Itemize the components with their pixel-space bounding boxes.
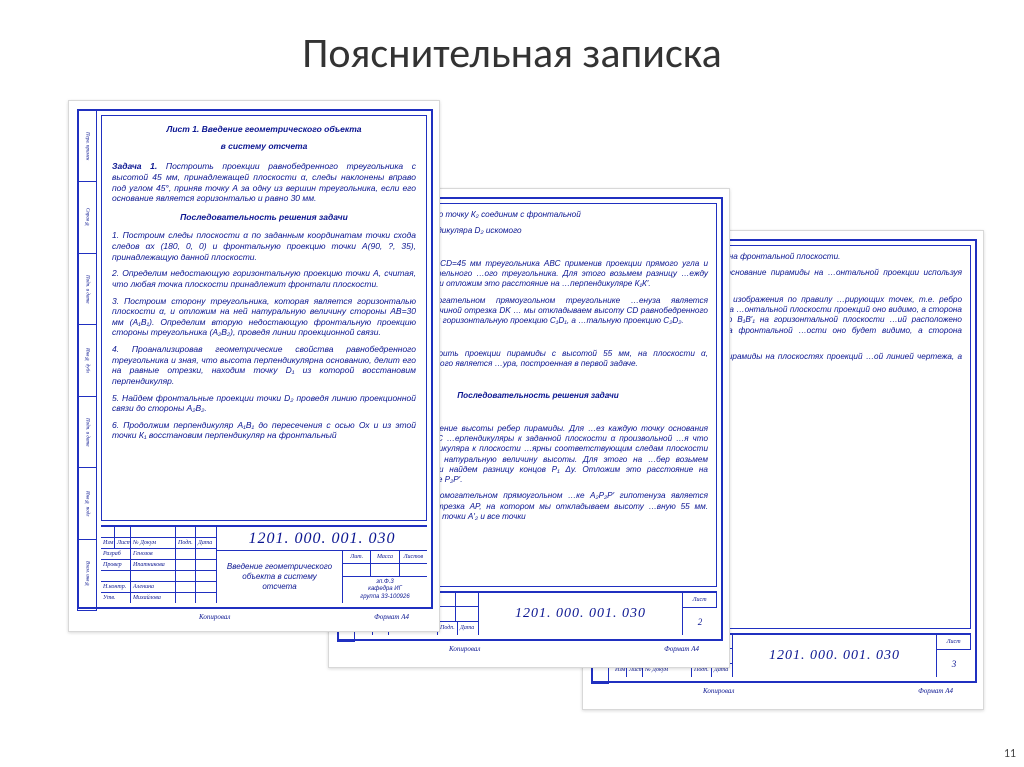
s1-doc-title3: отсчета — [262, 582, 296, 592]
s1-seq-heading: Последовательность решения задачи — [112, 212, 416, 223]
s3-copy: Копировал — [703, 687, 734, 695]
s1-step: 6. Продолжим перпендикуляр А₁В₁ до перес… — [112, 420, 416, 441]
page-number: 11 — [1004, 747, 1016, 761]
s1-doc-title1: Введение геометрического — [227, 562, 332, 572]
sheet-stack: …его основания пирамиды на фронтальной п… — [0, 100, 1024, 760]
s2-code: 1201. 000. 001. 030 — [515, 606, 646, 622]
s1-step: 3. Построим сторону треугольника, котора… — [112, 296, 416, 339]
s3-code: 1201. 000. 001. 030 — [769, 648, 900, 664]
sheet-1: Перв. примен Справ № Подп. и дата Инв № … — [68, 100, 440, 632]
s1-format: Формат А4 — [374, 613, 409, 621]
s1-step: 5. Найдем фронтальные проекции точки D₂ … — [112, 393, 416, 414]
s1-title2: в систему отсчета — [112, 141, 416, 152]
s3-format: Формат А4 — [918, 687, 953, 695]
s1-step: 1. Построим следы плоскости α по заданны… — [112, 230, 416, 262]
s1-task-text: Построить проекции равнобедренного треуг… — [112, 161, 416, 203]
s1-step: 2. Определим недостающую горизонтальную … — [112, 268, 416, 289]
s2-copy: Копировал — [449, 645, 480, 653]
s1-code: 1201. 000. 001. 030 — [249, 530, 396, 548]
s1-task-label: Задача 1. — [112, 161, 157, 171]
slide-title: Пояснительная записка — [0, 0, 1024, 79]
s1-step: 4. Проанализировав геометрические свойст… — [112, 344, 416, 387]
s1-title1: Лист 1. Введение геометрического объекта — [112, 124, 416, 135]
s2-format: Формат А4 — [664, 645, 699, 653]
s1-copy: Копировал — [199, 613, 230, 621]
s1-doc-title2: объекта в систему — [242, 572, 316, 582]
